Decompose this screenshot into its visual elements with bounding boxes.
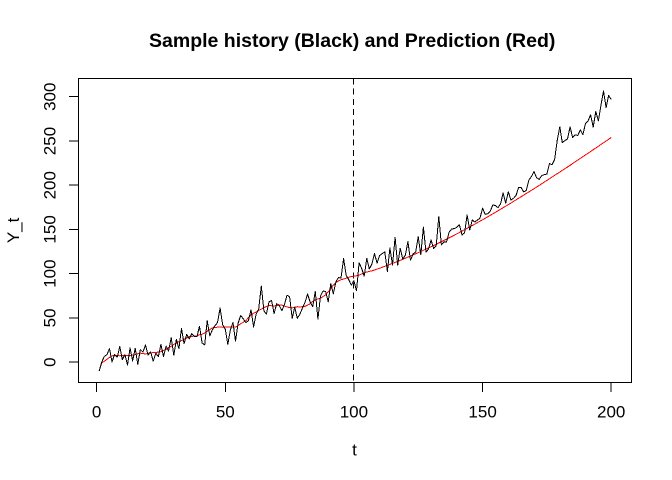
svg-text:100: 100 xyxy=(340,403,368,422)
svg-text:50: 50 xyxy=(41,308,60,327)
svg-text:200: 200 xyxy=(597,403,625,422)
svg-text:150: 150 xyxy=(41,215,60,243)
svg-text:250: 250 xyxy=(41,127,60,155)
svg-text:50: 50 xyxy=(216,403,235,422)
svg-text:0: 0 xyxy=(92,403,101,422)
svg-text:Sample history (Black) and Pre: Sample history (Black) and Prediction (R… xyxy=(149,30,555,52)
svg-text:Y_t: Y_t xyxy=(4,217,23,243)
svg-text:150: 150 xyxy=(468,403,496,422)
svg-text:300: 300 xyxy=(41,83,60,111)
svg-text:t: t xyxy=(352,441,357,460)
svg-text:0: 0 xyxy=(41,357,60,366)
svg-text:200: 200 xyxy=(41,171,60,199)
svg-text:100: 100 xyxy=(41,259,60,287)
